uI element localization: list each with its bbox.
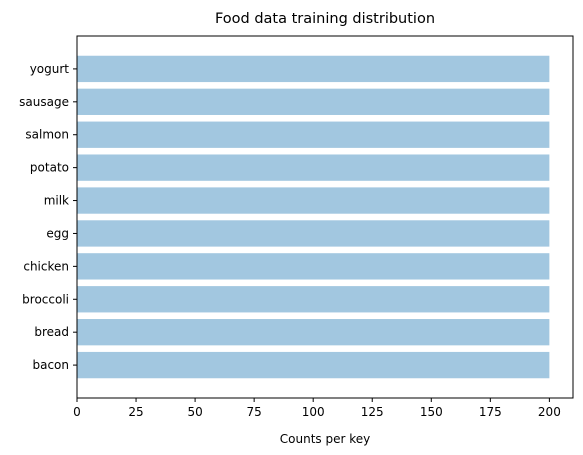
bars-group bbox=[77, 55, 550, 379]
y-tick-label: egg bbox=[46, 226, 69, 240]
y-tick-label: yogurt bbox=[30, 62, 70, 76]
bar-potato bbox=[77, 154, 550, 181]
plot-area-frame bbox=[76, 35, 574, 399]
x-axis-label: Counts per key bbox=[280, 432, 370, 446]
bar-chicken bbox=[77, 253, 550, 280]
x-tick-label: 200 bbox=[538, 405, 561, 419]
bar-salmon bbox=[77, 121, 550, 148]
x-tick-label: 25 bbox=[128, 405, 143, 419]
y-tick-label: milk bbox=[44, 194, 69, 208]
x-tick-label: 75 bbox=[247, 405, 262, 419]
bar-broccoli bbox=[77, 286, 550, 313]
x-tick-label: 150 bbox=[420, 405, 443, 419]
bar-bread bbox=[77, 319, 550, 346]
bar-bacon bbox=[77, 351, 550, 379]
x-tick-label: 175 bbox=[479, 405, 502, 419]
bar-sausage bbox=[77, 88, 550, 115]
y-tick-label: bacon bbox=[32, 358, 69, 372]
y-axis-ticks: bacon bread broccoli chicken egg milk potato sa… bbox=[19, 62, 77, 372]
x-tick-label: 0 bbox=[73, 405, 81, 419]
x-tick-label: 50 bbox=[187, 405, 202, 419]
y-tick-label: salmon bbox=[25, 128, 69, 142]
bar-egg bbox=[77, 220, 550, 247]
y-tick-label: potato bbox=[30, 161, 69, 175]
y-tick-label: bread bbox=[34, 325, 69, 339]
x-tick-label: 100 bbox=[302, 405, 325, 419]
y-tick-label: broccoli bbox=[22, 292, 69, 306]
chart-title: Food data training distribution bbox=[215, 11, 435, 27]
x-tick-label: 125 bbox=[361, 405, 384, 419]
x-axis-ticks: 0 25 50 75 100 125 150 175 200 bbox=[73, 398, 561, 419]
y-tick-label: chicken bbox=[23, 259, 69, 273]
bar-yogurt bbox=[77, 55, 550, 83]
bar-milk bbox=[77, 187, 550, 214]
y-tick-label: sausage bbox=[19, 95, 69, 109]
